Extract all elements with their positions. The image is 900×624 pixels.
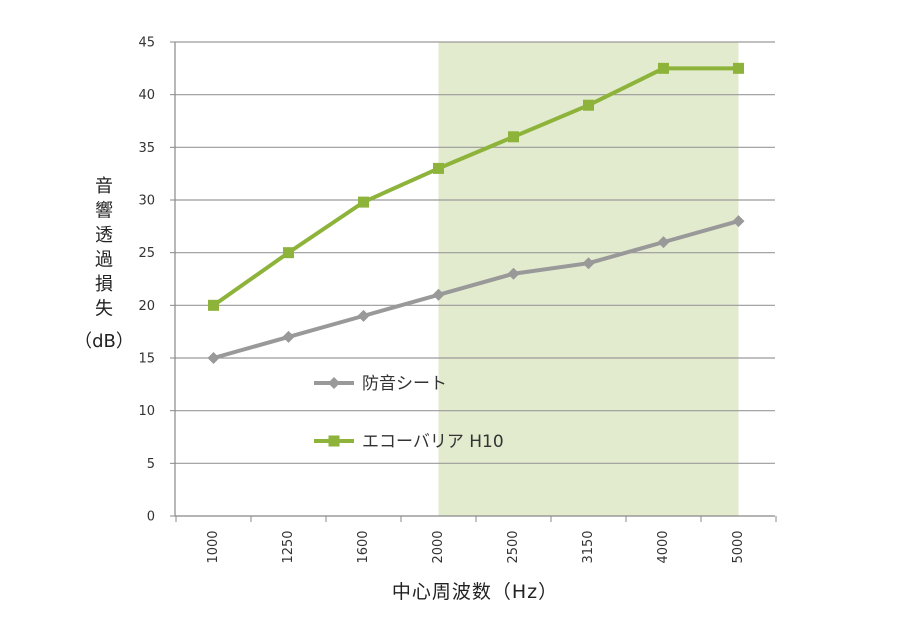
y-axis-title-part-0: 音 xyxy=(95,176,113,197)
series-0-point-1 xyxy=(282,330,295,343)
series-1-point-2 xyxy=(358,196,369,208)
series-1-point-5 xyxy=(583,99,594,111)
series-0-point-3 xyxy=(432,288,445,301)
y-tick-labels: 0 5 10 15 20 25 30 35 40 45 xyxy=(138,36,175,525)
x-tick-label-5: 3150 xyxy=(581,530,596,563)
x-tick-label-7: 5000 xyxy=(731,530,746,563)
x-tick-label-2: 1600 xyxy=(356,530,371,563)
series-0-point-0 xyxy=(207,352,220,364)
y-tick-label-0: 0 xyxy=(147,510,155,525)
series-0-point-5 xyxy=(582,257,595,270)
legend: 防音シート エコーバリア H10 xyxy=(314,374,504,452)
series-1-point-6 xyxy=(658,62,669,74)
y-tick-label-5: 25 xyxy=(138,246,155,261)
y-tick-label-8: 40 xyxy=(138,88,155,103)
y-axis-title-part-4: 損 xyxy=(95,274,113,295)
x-tick-label-3: 2000 xyxy=(431,530,446,563)
legend-swatch-1-marker xyxy=(328,435,340,447)
y-axis-title-part-2: 透 xyxy=(95,225,113,246)
gridlines xyxy=(175,41,775,464)
series-1-point-3 xyxy=(433,162,444,174)
y-tick-label-2: 10 xyxy=(138,404,155,419)
series-0-point-7 xyxy=(732,215,745,228)
series-1-point-0 xyxy=(208,299,219,311)
series-1 xyxy=(208,62,744,311)
x-tick-label-0: 1000 xyxy=(206,530,221,563)
axes xyxy=(174,42,775,517)
y-axis-title-part-3: 過 xyxy=(95,250,113,271)
x-tick-label-4: 2500 xyxy=(506,530,521,563)
y-tick-label-4: 20 xyxy=(138,299,155,314)
y-tick-label-3: 15 xyxy=(138,352,155,367)
series-group xyxy=(207,62,745,364)
y-axis-title-part-1: 響 xyxy=(95,201,113,222)
legend-label-0: 防音シート xyxy=(362,374,447,394)
y-tick-label-6: 30 xyxy=(138,194,155,209)
series-0 xyxy=(207,215,745,364)
series-0-point-6 xyxy=(657,236,670,249)
x-tick-labels: 1000 1250 1600 2000 2500 3150 4000 5000 xyxy=(175,516,777,564)
y-tick-label-9: 45 xyxy=(138,36,155,51)
x-tick-label-6: 4000 xyxy=(656,530,671,563)
y-axis-title-part-5: 失 xyxy=(95,299,113,320)
series-0-line xyxy=(212,219,740,360)
x-tick-label-1: 1250 xyxy=(281,530,296,563)
series-0-point-2 xyxy=(357,309,370,322)
y-tick-label-7: 35 xyxy=(138,141,155,156)
legend-swatch-0-marker xyxy=(328,377,340,389)
series-1-point-7 xyxy=(733,62,744,74)
series-0-point-4 xyxy=(507,267,520,280)
x-axis-title: 中心周波数（Hz） xyxy=(392,581,558,603)
legend-label-1: エコーバリア H10 xyxy=(362,432,504,452)
series-1-point-4 xyxy=(508,131,519,143)
series-1-line xyxy=(212,66,739,307)
y-tick-label-1: 5 xyxy=(147,457,155,472)
series-1-point-1 xyxy=(283,247,294,259)
y-axis-title-part-6: （dB） xyxy=(74,331,134,352)
